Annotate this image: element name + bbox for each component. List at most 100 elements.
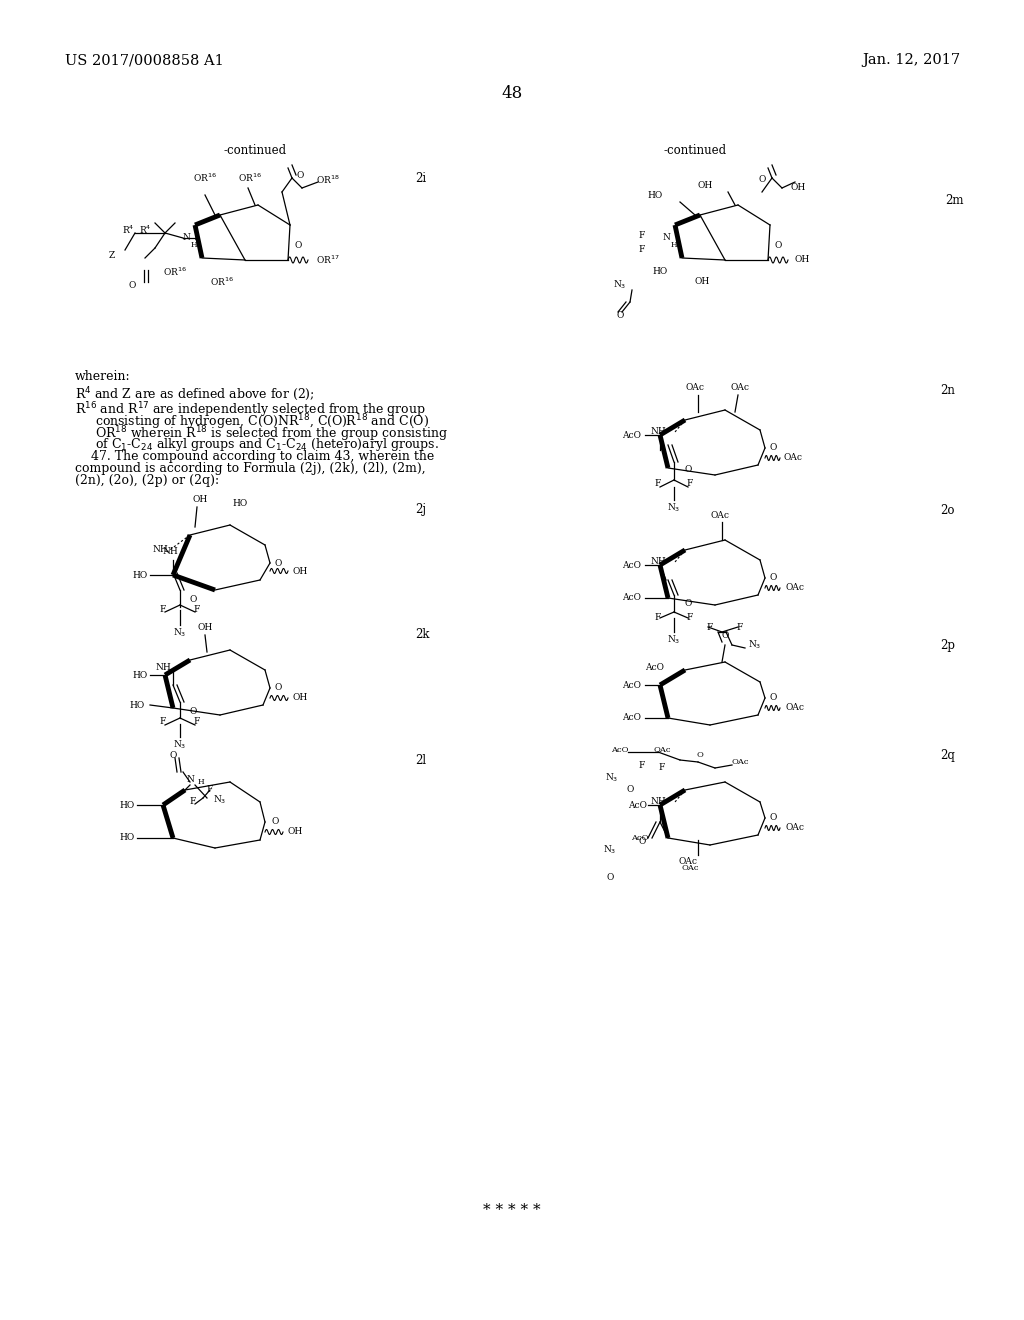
Text: AcO: AcO	[631, 834, 649, 842]
Text: F: F	[194, 718, 200, 726]
Text: OAc: OAc	[653, 746, 671, 754]
Text: O: O	[721, 631, 729, 639]
Text: HO: HO	[132, 570, 147, 579]
Text: F: F	[707, 623, 713, 632]
Text: NH: NH	[155, 664, 171, 672]
Text: 2k: 2k	[415, 628, 429, 642]
Text: N$_3$: N$_3$	[213, 793, 226, 807]
Text: H: H	[198, 777, 205, 785]
Text: F: F	[160, 606, 166, 615]
Text: O: O	[774, 240, 781, 249]
Text: F: F	[654, 479, 662, 488]
Text: N$_3$: N$_3$	[749, 639, 762, 651]
Text: HO: HO	[132, 671, 147, 680]
Text: O: O	[169, 751, 177, 759]
Text: OAc: OAc	[711, 511, 729, 520]
Text: R$^4$ and Z are as defined above for (2);: R$^4$ and Z are as defined above for (2)…	[75, 385, 314, 403]
Text: R$^4$: R$^4$	[138, 224, 152, 236]
Text: OAc: OAc	[681, 865, 698, 873]
Text: O: O	[274, 684, 282, 693]
Text: O: O	[627, 785, 634, 795]
Text: F: F	[654, 612, 662, 622]
Text: AcO: AcO	[623, 594, 641, 602]
Text: O: O	[769, 693, 776, 702]
Text: H: H	[190, 242, 198, 249]
Text: 2p: 2p	[940, 639, 955, 652]
Text: F: F	[160, 718, 166, 726]
Text: OAc: OAc	[679, 858, 697, 866]
Text: 2q: 2q	[940, 748, 954, 762]
Text: N: N	[186, 776, 194, 784]
Text: N$_3$: N$_3$	[603, 843, 616, 857]
Text: F: F	[207, 785, 213, 795]
Text: N: N	[663, 234, 670, 243]
Text: O: O	[606, 874, 613, 883]
Text: O: O	[189, 595, 197, 605]
Text: O: O	[769, 573, 776, 582]
Text: N$_3$: N$_3$	[173, 627, 186, 639]
Text: * * * * *: * * * * *	[483, 1203, 541, 1217]
Text: OAc: OAc	[785, 824, 805, 833]
Text: R$^{16}$ and R$^{17}$ are independently selected from the group: R$^{16}$ and R$^{17}$ are independently …	[75, 400, 426, 420]
Text: OR$^{16}$: OR$^{16}$	[238, 172, 262, 185]
Text: NH: NH	[153, 545, 168, 554]
Text: consisting of hydrogen, C(O)NR$^{18}$, C(O)R$^{18}$ and C(O): consisting of hydrogen, C(O)NR$^{18}$, C…	[95, 412, 429, 432]
Text: NH: NH	[650, 797, 666, 807]
Text: F: F	[194, 606, 200, 615]
Text: Z: Z	[109, 251, 115, 260]
Text: HO: HO	[129, 701, 144, 710]
Text: -continued: -continued	[223, 144, 287, 157]
Text: OAc: OAc	[730, 384, 750, 392]
Text: OH: OH	[697, 181, 713, 190]
Text: HO: HO	[652, 268, 668, 276]
Text: OH: OH	[791, 183, 806, 193]
Text: AcO: AcO	[611, 746, 629, 754]
Text: HO: HO	[120, 833, 134, 842]
Text: US 2017/0008858 A1: US 2017/0008858 A1	[65, 53, 224, 67]
Text: F: F	[687, 479, 693, 488]
Text: O: O	[769, 444, 776, 453]
Text: N$_3$: N$_3$	[668, 634, 681, 647]
Text: 2m: 2m	[945, 194, 964, 206]
Text: AcO: AcO	[623, 561, 641, 569]
Text: OH: OH	[293, 566, 307, 576]
Text: wherein:: wherein:	[75, 370, 131, 383]
Text: (2n), (2o), (2p) or (2q):: (2n), (2o), (2p) or (2q):	[75, 474, 219, 487]
Text: NH: NH	[650, 557, 666, 566]
Text: HO: HO	[120, 800, 134, 809]
Text: 48: 48	[502, 84, 522, 102]
Text: O: O	[684, 466, 691, 474]
Text: AcO: AcO	[623, 430, 641, 440]
Text: AcO: AcO	[629, 800, 647, 809]
Text: NH: NH	[162, 548, 178, 557]
Text: OAc: OAc	[731, 758, 749, 766]
Text: OAc: OAc	[783, 454, 803, 462]
Text: O: O	[684, 598, 691, 607]
Text: OAc: OAc	[685, 384, 705, 392]
Text: HO: HO	[647, 190, 663, 199]
Text: F: F	[658, 763, 666, 772]
Text: 2l: 2l	[415, 754, 426, 767]
Text: OR$^{16}$: OR$^{16}$	[193, 172, 217, 185]
Text: N$_3$: N$_3$	[613, 279, 627, 292]
Text: O: O	[696, 751, 703, 759]
Text: OH: OH	[795, 256, 810, 264]
Text: 47. The compound according to claim 43, wherein the: 47. The compound according to claim 43, …	[75, 450, 434, 463]
Text: OR$^{17}$: OR$^{17}$	[316, 253, 340, 267]
Text: H: H	[671, 242, 677, 249]
Text: 2i: 2i	[415, 172, 426, 185]
Text: of C$_1$-C$_{24}$ alkyl groups and C$_1$-C$_{24}$ (hetero)aryl groups.: of C$_1$-C$_{24}$ alkyl groups and C$_1$…	[95, 436, 439, 453]
Text: 2o: 2o	[940, 503, 954, 516]
Text: OAc: OAc	[785, 583, 805, 593]
Text: OR$^{16}$: OR$^{16}$	[163, 265, 187, 279]
Text: O: O	[274, 558, 282, 568]
Text: N$_3$: N$_3$	[605, 772, 618, 784]
Text: -continued: -continued	[664, 144, 727, 157]
Text: O: O	[759, 176, 766, 185]
Text: O: O	[128, 281, 136, 289]
Text: 2j: 2j	[415, 503, 426, 516]
Text: O: O	[296, 170, 304, 180]
Text: OR$^{16}$: OR$^{16}$	[210, 276, 234, 288]
Text: AcO: AcO	[623, 714, 641, 722]
Text: O: O	[638, 837, 646, 846]
